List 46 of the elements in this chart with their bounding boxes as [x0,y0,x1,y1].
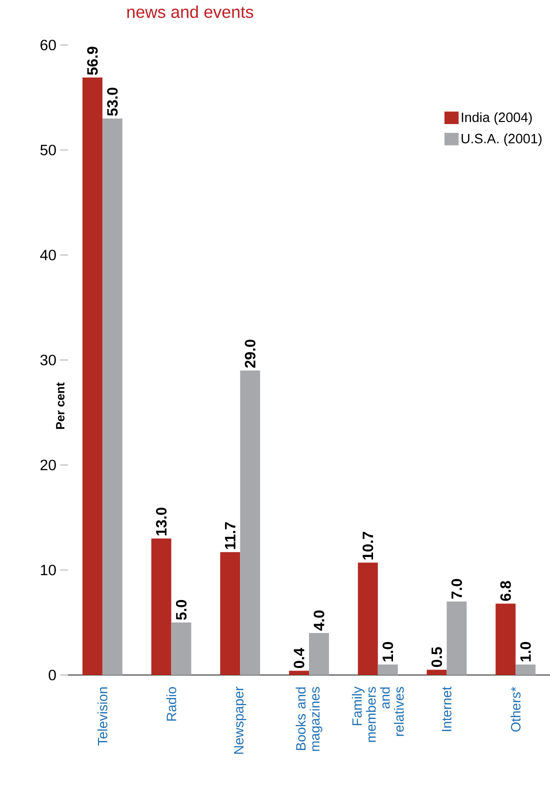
legend-label: India (2004) [462,112,532,125]
bar [516,664,536,675]
x-tick-label: Others* [510,686,521,732]
x-tick-label: Family members and relatives [352,686,404,742]
bar [171,622,192,675]
x-tick-label: Newspaper [234,686,246,754]
y-tick-label: 50 [40,144,56,156]
legend-label: U.S.A. (2001) [462,133,542,146]
x-tick-label: Television [97,687,108,746]
data-label: 13.0 [156,508,167,536]
x-tick-label: Books and magazines [296,687,322,751]
y-tick-label: 0 [48,670,56,680]
data-label: 4.0 [314,610,324,631]
data-label: 0.4 [294,648,304,668]
data-label: 56.9 [87,46,98,75]
data-label: 29.0 [244,340,256,368]
data-label: 53.0 [107,88,118,116]
bar [102,118,122,675]
data-label: 1.0 [520,642,531,662]
bar [358,562,378,675]
chart-title: news and events [127,6,254,18]
bar [151,538,172,675]
y-axis-title: Per cent [56,382,64,429]
y-tick-label: 60 [40,40,56,50]
y-tick-label: 40 [40,250,56,260]
bar [378,664,398,675]
bar [309,633,329,675]
bar [446,602,467,675]
data-label: 6.8 [500,581,511,601]
data-label: 1.0 [382,642,394,662]
data-label: 0.5 [431,647,442,667]
y-tick-label: 30 [40,354,56,366]
x-tick-label: Internet [442,686,452,732]
bar [240,370,260,675]
y-tick-label: 10 [40,564,56,576]
data-label: 10.7 [362,532,374,560]
bar [426,670,447,675]
bar [220,552,240,675]
x-tick-label: Radio [166,687,176,721]
y-tick-label: 20 [40,460,56,470]
data-label: 7.0 [451,579,462,599]
bar [496,604,516,675]
bar [82,78,102,675]
data-label: 5.0 [176,600,187,620]
data-label: 11.7 [225,522,236,550]
bar [289,670,309,675]
